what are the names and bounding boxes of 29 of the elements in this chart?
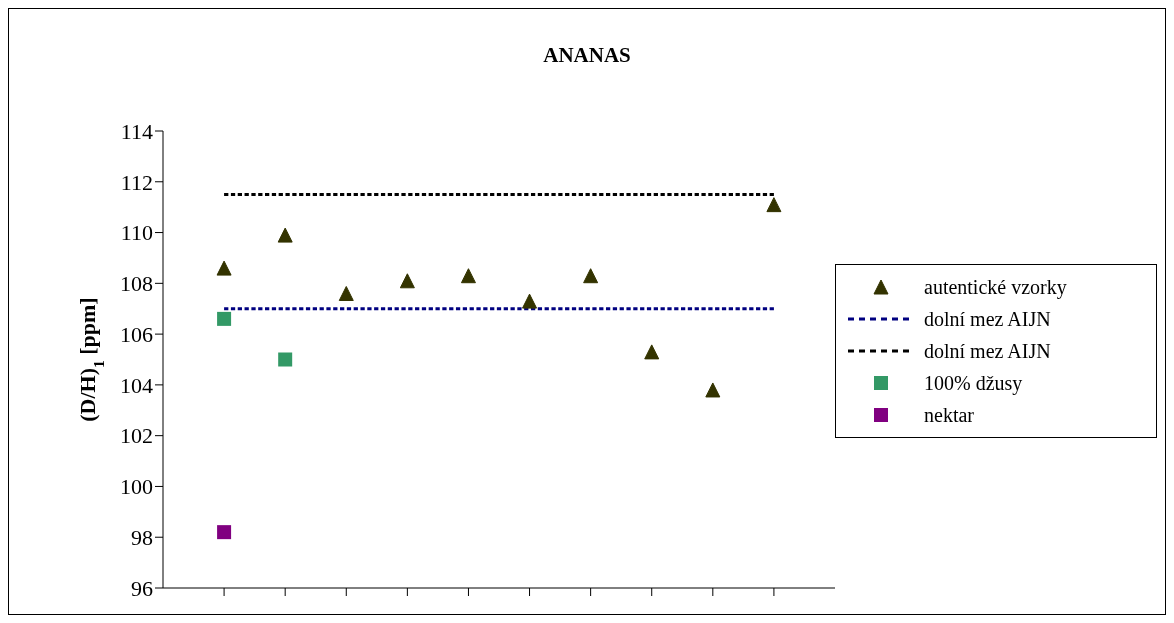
point xyxy=(399,273,415,289)
point xyxy=(460,268,476,284)
point xyxy=(766,197,782,213)
legend-label: dolní mez AIJN xyxy=(924,307,1051,331)
y-tick-label: 102 xyxy=(120,423,153,449)
point xyxy=(278,352,293,367)
point xyxy=(277,227,293,243)
legend-label: autentické vzorky xyxy=(924,275,1067,299)
y-tick-label: 108 xyxy=(120,271,153,297)
legend-label: nektar xyxy=(924,403,974,427)
y-tick-label: 110 xyxy=(120,220,153,246)
legend-label: dolní mez AIJN xyxy=(924,339,1051,363)
y-tick-label: 98 xyxy=(131,525,153,551)
point xyxy=(522,293,538,309)
point xyxy=(705,382,721,398)
y-tick-label: 104 xyxy=(120,372,153,398)
y-tick-label: 106 xyxy=(120,321,153,347)
y-tick-label: 112 xyxy=(120,169,153,195)
legend-label: 100% džusy xyxy=(924,371,1023,395)
point xyxy=(644,344,660,360)
point xyxy=(338,285,354,301)
point xyxy=(216,260,232,276)
y-tick-label: 114 xyxy=(120,118,153,144)
point xyxy=(217,311,232,326)
chart-title: ANANAS xyxy=(542,43,632,68)
y-tick-label: 96 xyxy=(131,575,153,601)
point xyxy=(217,525,232,540)
point xyxy=(583,268,599,284)
y-tick-label: 100 xyxy=(120,474,153,500)
